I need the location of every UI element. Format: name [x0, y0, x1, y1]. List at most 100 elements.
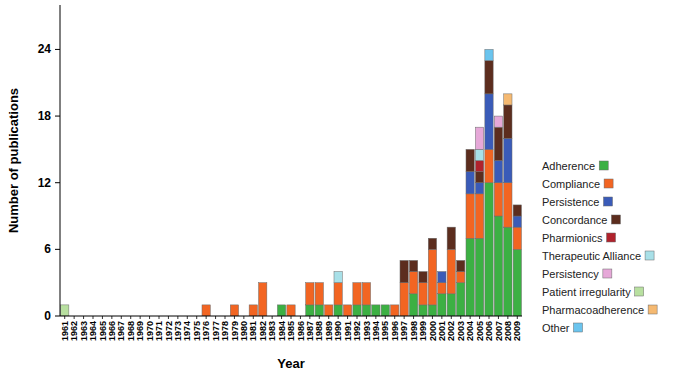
bar-segment [202, 304, 210, 305]
bar-segment [287, 304, 295, 305]
bar-segment [447, 249, 455, 293]
bar-segment [475, 238, 483, 316]
y-tick-label: 12 [38, 176, 52, 190]
x-tick [93, 316, 94, 319]
bar-segment [372, 304, 380, 305]
bar-segment [381, 304, 389, 305]
legend-swatch [607, 233, 616, 242]
bar-segment [372, 304, 380, 305]
bar-segment [325, 304, 333, 305]
bar-segment [391, 305, 399, 316]
bar-segment [362, 282, 370, 283]
bar-segment [353, 282, 361, 283]
x-tick [111, 316, 112, 319]
bar-segment [457, 260, 465, 261]
bar-segment [287, 304, 295, 305]
x-tick [470, 316, 471, 319]
y-tick-label: 6 [44, 242, 51, 256]
bar-segment [475, 172, 483, 183]
bar-segment [513, 204, 521, 205]
bar-segment [343, 304, 351, 305]
bar-segment [372, 304, 380, 305]
bar-segment [475, 183, 483, 194]
bar-segment [391, 304, 399, 305]
bar-segment [513, 205, 521, 216]
bar-segment [504, 227, 512, 316]
bar-segment [504, 183, 512, 227]
bar-segment [230, 304, 238, 305]
legend-label: Concordance [542, 214, 607, 226]
bar-segment [315, 282, 323, 283]
bar-segment [306, 283, 314, 305]
legend-label: Therapeutic Alliance [542, 250, 641, 262]
bar-segment [315, 305, 323, 316]
bar-segment [428, 238, 436, 249]
x-tick [272, 316, 273, 319]
bar-segment [409, 260, 417, 261]
bar-segment [400, 260, 408, 261]
bar-segment [230, 305, 238, 316]
bar-segment [391, 304, 399, 305]
bar-segment [334, 271, 342, 272]
x-tick [102, 316, 103, 319]
x-tick [262, 316, 263, 319]
bar-segment [504, 138, 512, 182]
bar-segment [202, 304, 210, 305]
bar-segment [325, 304, 333, 305]
bar-segment [409, 294, 417, 316]
y-tick-label: 24 [38, 42, 52, 56]
bar-segment [438, 272, 446, 283]
bar-segment [249, 304, 257, 305]
bar-segment [494, 116, 502, 127]
bar-segment [457, 260, 465, 271]
x-tick [404, 316, 405, 319]
bar-segment [249, 304, 257, 305]
bar-segment [513, 204, 521, 205]
bar-segment [400, 260, 408, 261]
legend-label: Pharmionics [542, 232, 603, 244]
x-tick [177, 316, 178, 319]
bar-segment [325, 304, 333, 305]
x-tick [225, 316, 226, 319]
bar-segment [315, 282, 323, 283]
bar-segment [457, 260, 465, 261]
bar-segment [504, 93, 512, 94]
bar-segment [438, 271, 446, 272]
bar-segment [306, 282, 314, 283]
bar-segment [61, 304, 69, 305]
x-tick [309, 316, 310, 319]
bar-segment [362, 305, 370, 316]
bar-segment [438, 271, 446, 272]
bar-segment [494, 216, 502, 316]
bar-segment [513, 216, 521, 227]
bar-segment [475, 149, 483, 160]
bar-segment [277, 304, 285, 305]
bar-segment [334, 271, 342, 272]
bar-segment [457, 272, 465, 283]
bar-segment [409, 260, 417, 261]
y-axis-title: Number of publications [6, 88, 21, 233]
legend-swatch [603, 197, 612, 206]
bar-segment [277, 304, 285, 305]
bar-segment [381, 304, 389, 305]
bar-segment [259, 282, 267, 283]
x-tick [357, 316, 358, 319]
bar-segment [306, 282, 314, 283]
bar-segment [504, 94, 512, 105]
y-tick [55, 182, 60, 183]
bar-segment [372, 304, 380, 305]
bar-segment [315, 283, 323, 305]
bar-segment [306, 282, 314, 283]
x-tick [507, 316, 508, 319]
bar-segment [494, 116, 502, 117]
x-tick [423, 316, 424, 319]
bar-segment [287, 304, 295, 305]
bar-segment [391, 304, 399, 305]
bar-segment [343, 305, 351, 316]
x-tick [215, 316, 216, 319]
bar-segment [249, 304, 257, 305]
bar-segment [315, 282, 323, 283]
bar-segment [466, 149, 474, 150]
bar-segment [438, 294, 446, 316]
bar-segment [400, 283, 408, 316]
